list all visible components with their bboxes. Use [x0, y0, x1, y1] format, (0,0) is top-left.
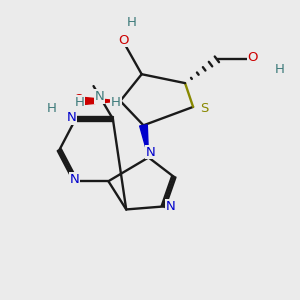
Text: H: H: [274, 63, 284, 76]
Polygon shape: [140, 125, 148, 158]
Text: N: N: [66, 111, 76, 124]
Text: N: N: [69, 173, 79, 186]
Text: S: S: [200, 102, 208, 115]
Text: H: H: [111, 96, 121, 109]
Text: O: O: [74, 93, 84, 106]
Text: N: N: [94, 90, 104, 103]
Text: O: O: [118, 34, 128, 46]
Polygon shape: [77, 97, 120, 105]
Text: H: H: [74, 96, 84, 109]
Text: O: O: [247, 51, 258, 64]
Text: H: H: [47, 102, 57, 115]
Text: H: H: [127, 16, 137, 29]
Text: N: N: [166, 200, 176, 213]
Text: N: N: [146, 146, 156, 159]
